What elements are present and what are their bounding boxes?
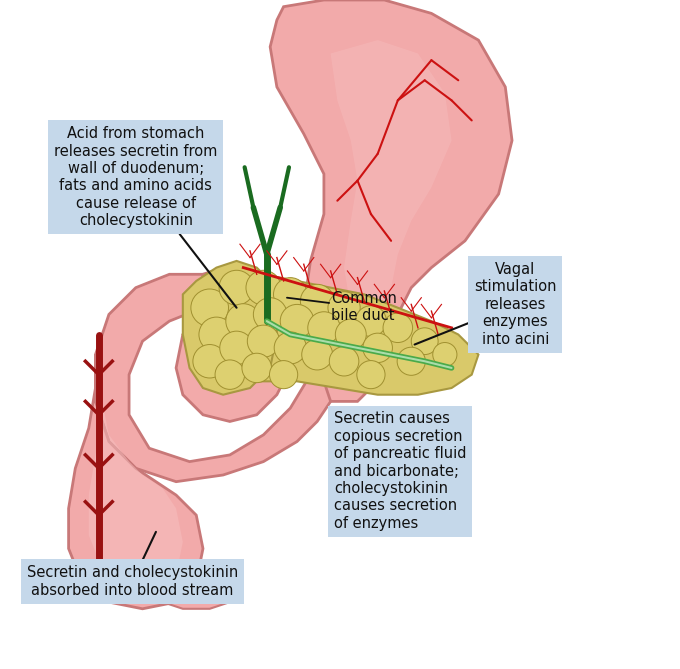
Circle shape	[328, 292, 360, 324]
Text: Common
bile duct: Common bile duct	[287, 291, 396, 323]
Text: Secretin causes
copious secretion
of pancreatic fluid
and bicarbonate;
cholecyst: Secretin causes copious secretion of pan…	[334, 411, 466, 531]
Text: Secretin and cholecystokinin
absorbed into blood stream: Secretin and cholecystokinin absorbed in…	[27, 532, 238, 597]
Circle shape	[269, 361, 298, 389]
Circle shape	[193, 345, 226, 378]
Polygon shape	[183, 274, 479, 395]
Polygon shape	[330, 40, 452, 321]
Circle shape	[242, 353, 271, 383]
Polygon shape	[163, 575, 230, 609]
Circle shape	[220, 331, 254, 365]
Circle shape	[302, 339, 333, 370]
Circle shape	[329, 347, 359, 376]
Circle shape	[254, 298, 287, 331]
Polygon shape	[89, 375, 183, 589]
Circle shape	[301, 284, 334, 318]
Text: Acid from stomach
releases secretin from
wall of duodenum;
fats and amino acids
: Acid from stomach releases secretin from…	[54, 126, 237, 308]
Polygon shape	[270, 0, 512, 401]
Circle shape	[383, 313, 413, 343]
Circle shape	[199, 317, 234, 352]
Circle shape	[246, 270, 281, 305]
Polygon shape	[69, 355, 203, 609]
Circle shape	[357, 361, 385, 389]
Circle shape	[363, 333, 392, 363]
Circle shape	[432, 343, 457, 367]
Circle shape	[273, 278, 307, 311]
Polygon shape	[183, 261, 277, 395]
Text: Vagal
stimulation
releases
enzymes
into acini: Vagal stimulation releases enzymes into …	[415, 262, 557, 347]
Polygon shape	[176, 268, 290, 421]
Circle shape	[335, 319, 367, 350]
Circle shape	[397, 347, 426, 375]
Circle shape	[274, 332, 307, 364]
Circle shape	[226, 304, 260, 339]
Circle shape	[215, 360, 245, 389]
Circle shape	[248, 325, 279, 357]
Circle shape	[191, 289, 228, 326]
Circle shape	[280, 304, 314, 338]
Circle shape	[411, 328, 438, 355]
Circle shape	[356, 306, 386, 337]
Polygon shape	[95, 274, 330, 482]
Circle shape	[219, 270, 254, 305]
Circle shape	[308, 312, 340, 344]
